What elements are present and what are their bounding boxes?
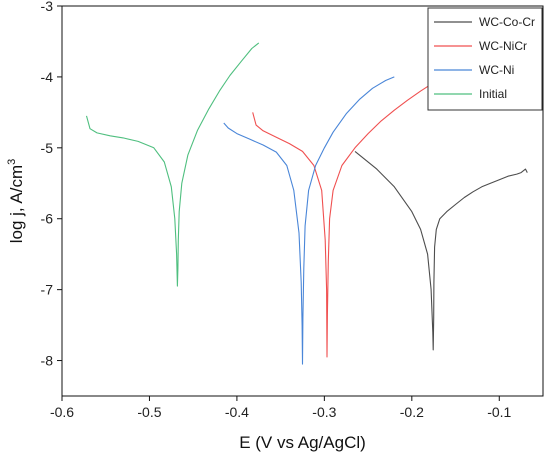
series-layer <box>85 42 528 365</box>
series-line-initial <box>85 42 260 287</box>
legend-box <box>427 7 543 111</box>
y-tick-label: -5 <box>41 140 54 156</box>
x-axis-title: E (V vs Ag/AgCl) <box>239 433 366 452</box>
x-tick-label: -0.5 <box>137 404 161 420</box>
series-line-wc-ni <box>223 76 395 365</box>
y-axis-title-text: log j, A/cm <box>7 165 26 243</box>
x-tick-label: -0.2 <box>400 404 424 420</box>
y-tick-label: -6 <box>41 211 54 227</box>
series-line-wc-nicr <box>252 82 434 358</box>
y-tick-label: -3 <box>41 0 54 14</box>
y-tick-label: -4 <box>41 69 54 85</box>
y-axis-title-superscript: 3 <box>6 159 18 165</box>
y-tick-label: -8 <box>41 353 54 369</box>
legend: WC-Co-Cr WC-NiCr WC-Ni Initial <box>427 7 543 111</box>
x-tick-label: -0.3 <box>312 404 336 420</box>
x-tick-label: -0.1 <box>487 404 511 420</box>
legend-label-initial: Initial <box>479 87 507 101</box>
legend-label-wc-co-cr: WC-Co-Cr <box>479 15 535 29</box>
x-tick-label: -0.6 <box>50 404 74 420</box>
legend-label-wc-ni: WC-Ni <box>479 63 514 77</box>
y-axis-title: log j, A/cm3 <box>6 159 26 244</box>
plot-frame <box>61 5 544 397</box>
axis-ticks: -0.6 -0.5 -0.4 -0.3 -0.2 -0.1 -8 -7 -6 -5 -4 -3 <box>41 0 512 420</box>
y-tick-label: -7 <box>41 282 54 298</box>
series-line-wc-co-cr <box>354 150 528 351</box>
legend-label-wc-nicr: WC-NiCr <box>479 39 527 53</box>
x-tick-label: -0.4 <box>225 404 249 420</box>
plot-area <box>61 5 544 397</box>
